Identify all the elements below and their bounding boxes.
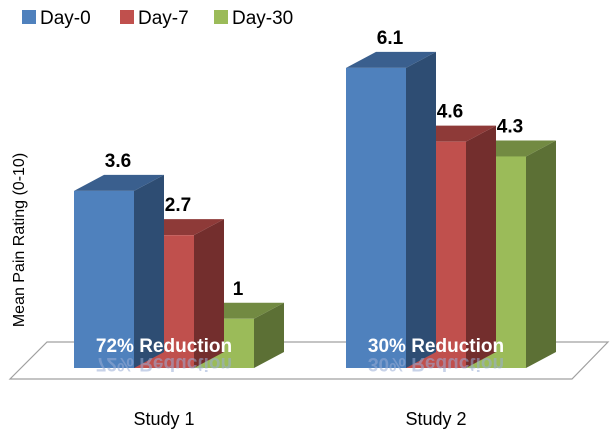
legend-item-day-7: Day-7 [120, 8, 189, 29]
data-label: 3.6 [105, 151, 131, 172]
data-label: 4.6 [437, 102, 463, 123]
bar-study-1-day-0 [74, 174, 164, 368]
x-tick-label: Study 1 [133, 409, 194, 429]
data-label: 6.1 [377, 28, 404, 49]
bar-side-face [406, 51, 436, 368]
legend-item-day-0: Day-0 [22, 8, 91, 29]
reduction-reflection: 30% Reduction [368, 353, 504, 374]
bar-side-face [194, 219, 224, 368]
legend-label: Day-7 [138, 8, 189, 29]
legend-swatch [214, 10, 228, 24]
bar-side-face [254, 302, 284, 368]
chart-bars-layer [74, 51, 556, 369]
bar-top-face [346, 51, 436, 68]
x-tick-label: Study 2 [405, 409, 466, 429]
bar-top-face [74, 174, 164, 191]
legend-swatch [120, 10, 134, 24]
reduction-annotation: 30% Reduction [368, 336, 504, 357]
bar-study-2-day-0 [346, 51, 436, 368]
legend-swatch [22, 10, 36, 24]
reduction-reflection: 72% Reduction [96, 353, 232, 374]
bar-side-face [466, 125, 496, 369]
data-label: 2.7 [165, 195, 191, 216]
chart-legend: Day-0 Day-7 Day-30 [22, 8, 293, 29]
bar-side-face [134, 174, 164, 368]
legend-item-day-30: Day-30 [214, 8, 293, 29]
reduction-annotation: 72% Reduction [96, 336, 232, 357]
bar-front-face [346, 67, 406, 368]
legend-label: Day-30 [232, 8, 293, 29]
bar-front-face [74, 190, 134, 368]
legend-label: Day-0 [40, 8, 91, 29]
y-axis-label: Mean Pain Rating (0-10) [11, 153, 28, 327]
data-label: 1 [233, 279, 244, 300]
bar-side-face [526, 140, 556, 368]
data-label: 4.3 [497, 116, 523, 137]
